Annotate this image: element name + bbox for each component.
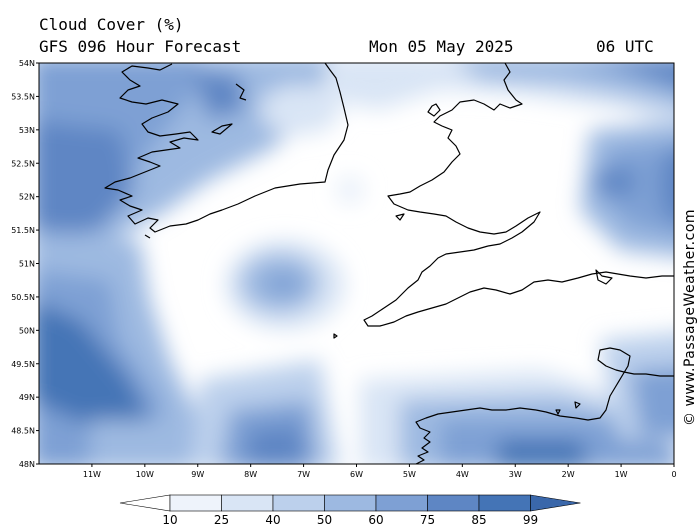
- colorbar-label: 60: [368, 513, 383, 525]
- colorbar-low-arrow: [119, 494, 171, 512]
- lon-tick-label: 9W: [191, 470, 204, 479]
- lon-tick-label: 1W: [615, 470, 628, 479]
- forecast-date: Mon 05 May 2025: [369, 37, 514, 56]
- lat-tick-label: 49N: [19, 393, 35, 402]
- colorbar-high-arrow: [530, 494, 581, 512]
- credit-text: © www.PassageWeather.com: [682, 209, 698, 426]
- colorbar-label: 75: [420, 513, 435, 525]
- lat-tick-label: 54N: [19, 59, 35, 68]
- colorbar-swatch: [375, 494, 428, 512]
- lat-tick-label: 51N: [19, 260, 35, 269]
- coastlines: [104, 62, 674, 465]
- lon-tick-label: 4W: [456, 470, 469, 479]
- colorbar-label: 25: [214, 513, 229, 525]
- lat-tick-label: 50N: [19, 326, 35, 335]
- lat-tick-label: 50.5N: [11, 293, 35, 302]
- colorbar-label: 50: [317, 513, 332, 525]
- map-title: Cloud Cover (%): [39, 15, 184, 34]
- lat-tick-label: 52.5N: [11, 159, 35, 168]
- lon-tick-label: 2W: [562, 470, 575, 479]
- latitude-axis: 54N 53.5N 53N 52.5N 52N 51.5N 51N 50.5N 50N 49.5N…: [11, 59, 39, 469]
- colorbar-swatch: [272, 494, 325, 512]
- forecast-time: 06 UTC: [596, 37, 654, 56]
- lat-tick-label: 48N: [19, 460, 35, 469]
- colorbar-swatch: [427, 494, 480, 512]
- colorbar-swatch: [478, 494, 531, 512]
- lat-tick-label: 48.5N: [11, 427, 35, 436]
- colorbar-swatch: [221, 494, 274, 512]
- lon-tick-label: 3W: [509, 470, 522, 479]
- colorbar-label: 85: [471, 513, 486, 525]
- longitude-axis: 11W 10W 9W 8W 7W 6W 5W 4W 3W 2W 1W 0: [83, 464, 677, 479]
- lon-tick-label: 8W: [244, 470, 257, 479]
- lon-tick-label: 11W: [83, 470, 101, 479]
- colorbar: 10 25 40 50 60 75 85 99: [119, 494, 581, 525]
- colorbar-label: 99: [523, 513, 538, 525]
- lat-tick-label: 53N: [19, 126, 35, 135]
- lat-tick-label: 49.5N: [11, 360, 35, 369]
- forecast-subtitle: GFS 096 Hour Forecast: [39, 37, 242, 56]
- lat-tick-label: 53.5N: [11, 92, 35, 101]
- colorbar-swatch: [169, 494, 222, 512]
- colorbar-swatch: [324, 494, 377, 512]
- lon-tick-label: 5W: [403, 470, 416, 479]
- lon-tick-label: 7W: [297, 470, 310, 479]
- lon-tick-label: 0: [671, 470, 676, 479]
- lon-tick-label: 10W: [136, 470, 154, 479]
- lon-tick-label: 6W: [350, 470, 363, 479]
- colorbar-label: 40: [265, 513, 280, 525]
- lat-tick-label: 52N: [19, 193, 35, 202]
- cloud-field: [39, 63, 674, 464]
- colorbar-label: 10: [162, 513, 177, 525]
- lat-tick-label: 51.5N: [11, 226, 35, 235]
